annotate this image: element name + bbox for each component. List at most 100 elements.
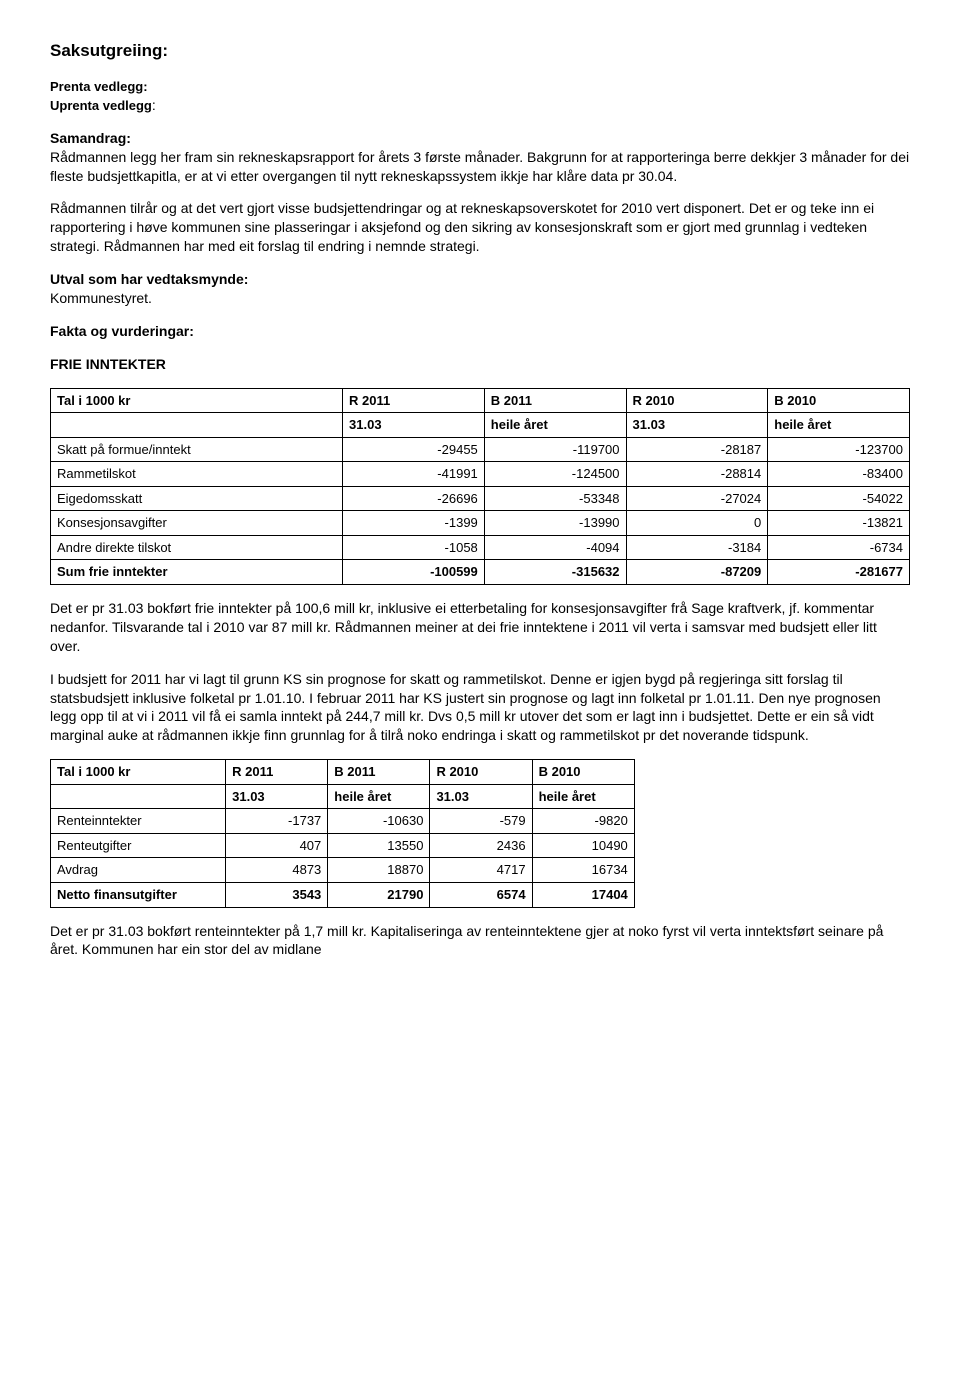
col-sub: [51, 784, 226, 809]
cell: -54022: [768, 486, 910, 511]
col-header: Tal i 1000 kr: [51, 760, 226, 785]
cell: -87209: [626, 560, 768, 585]
cell: -1737: [226, 809, 328, 834]
col-sub: 31.03: [430, 784, 532, 809]
cell: -4094: [484, 535, 626, 560]
table-row: Renteinntekter -1737 -10630 -579 -9820: [51, 809, 635, 834]
row-label: Renteutgifter: [51, 833, 226, 858]
cell: 3543: [226, 882, 328, 907]
cell: 13550: [328, 833, 430, 858]
paragraph-2: Rådmannen tilrår og at det vert gjort vi…: [50, 199, 910, 256]
paragraph-5: Det er pr 31.03 bokført renteinntekter p…: [50, 922, 910, 960]
table-subheader-row: 31.03 heile året 31.03 heile året: [51, 784, 635, 809]
col-sub: heile året: [328, 784, 430, 809]
cell: -124500: [484, 462, 626, 487]
row-label: Renteinntekter: [51, 809, 226, 834]
col-header: B 2011: [484, 388, 626, 413]
col-header: B 2010: [768, 388, 910, 413]
paragraph-1: Rådmannen legg her fram sin rekneskapsra…: [50, 149, 909, 184]
cell: 0: [626, 511, 768, 536]
cell: -119700: [484, 437, 626, 462]
col-header: R 2010: [626, 388, 768, 413]
cell: -26696: [343, 486, 485, 511]
col-header: R 2011: [343, 388, 485, 413]
utval-value: Kommunestyret.: [50, 290, 152, 306]
cell: -6734: [768, 535, 910, 560]
cell: -3184: [626, 535, 768, 560]
col-sub: 31.03: [343, 413, 485, 438]
cell: -28814: [626, 462, 768, 487]
cell: 4873: [226, 858, 328, 883]
row-label: Sum frie inntekter: [51, 560, 343, 585]
row-label: Skatt på formue/inntekt: [51, 437, 343, 462]
cell: -53348: [484, 486, 626, 511]
col-header: B 2010: [532, 760, 634, 785]
table-row: Renteutgifter 407 13550 2436 10490: [51, 833, 635, 858]
cell: -41991: [343, 462, 485, 487]
cell: 16734: [532, 858, 634, 883]
table-row: Rammetilskot -41991 -124500 -28814 -8340…: [51, 462, 910, 487]
row-label: Andre direkte tilskot: [51, 535, 343, 560]
cell: 18870: [328, 858, 430, 883]
row-label: Netto finansutgifter: [51, 882, 226, 907]
prenta-vedlegg-label: Prenta vedlegg:: [50, 79, 148, 94]
cell: -1058: [343, 535, 485, 560]
table-row: Avdrag 4873 18870 4717 16734: [51, 858, 635, 883]
cell: 4717: [430, 858, 532, 883]
cell: -28187: [626, 437, 768, 462]
cell: -13990: [484, 511, 626, 536]
cell: -579: [430, 809, 532, 834]
cell: 6574: [430, 882, 532, 907]
cell: 2436: [430, 833, 532, 858]
cell: -13821: [768, 511, 910, 536]
cell: 407: [226, 833, 328, 858]
table-header-row: Tal i 1000 kr R 2011 B 2011 R 2010 B 201…: [51, 388, 910, 413]
cell: -29455: [343, 437, 485, 462]
finansutgifter-table: Tal i 1000 kr R 2011 B 2011 R 2010 B 201…: [50, 759, 635, 907]
table-subheader-row: 31.03 heile året 31.03 heile året: [51, 413, 910, 438]
row-label: Konsesjonsavgifter: [51, 511, 343, 536]
col-sub: 31.03: [626, 413, 768, 438]
table-row: Eigedomsskatt -26696 -53348 -27024 -5402…: [51, 486, 910, 511]
col-sub: heile året: [768, 413, 910, 438]
col-header: R 2011: [226, 760, 328, 785]
cell: -27024: [626, 486, 768, 511]
cell: -100599: [343, 560, 485, 585]
cell: -315632: [484, 560, 626, 585]
table-row: Andre direkte tilskot -1058 -4094 -3184 …: [51, 535, 910, 560]
uprenta-vedlegg-label: Uprenta vedlegg: [50, 98, 152, 113]
cell: -281677: [768, 560, 910, 585]
cell: -10630: [328, 809, 430, 834]
cell: 21790: [328, 882, 430, 907]
cell: 17404: [532, 882, 634, 907]
col-sub: heile året: [484, 413, 626, 438]
table-sum-row: Sum frie inntekter -100599 -315632 -8720…: [51, 560, 910, 585]
cell: -123700: [768, 437, 910, 462]
table-header-row: Tal i 1000 kr R 2011 B 2011 R 2010 B 201…: [51, 760, 635, 785]
cell: 10490: [532, 833, 634, 858]
table-row: Skatt på formue/inntekt -29455 -119700 -…: [51, 437, 910, 462]
col-header: Tal i 1000 kr: [51, 388, 343, 413]
colon: :: [152, 97, 156, 113]
frie-inntekter-label: FRIE INNTEKTER: [50, 355, 910, 374]
page-heading: Saksutgreiing:: [50, 40, 910, 63]
frie-inntekter-table: Tal i 1000 kr R 2011 B 2011 R 2010 B 201…: [50, 388, 910, 585]
row-label: Rammetilskot: [51, 462, 343, 487]
col-sub: 31.03: [226, 784, 328, 809]
row-label: Eigedomsskatt: [51, 486, 343, 511]
utval-label: Utval som har vedtaksmynde:: [50, 271, 248, 287]
row-label: Avdrag: [51, 858, 226, 883]
col-sub: heile året: [532, 784, 634, 809]
paragraph-3: Det er pr 31.03 bokført frie inntekter p…: [50, 599, 910, 656]
col-sub: [51, 413, 343, 438]
cell: -83400: [768, 462, 910, 487]
fakta-label: Fakta og vurderingar:: [50, 322, 910, 341]
table-sum-row: Netto finansutgifter 3543 21790 6574 174…: [51, 882, 635, 907]
table-row: Konsesjonsavgifter -1399 -13990 0 -13821: [51, 511, 910, 536]
col-header: B 2011: [328, 760, 430, 785]
samandrag-label: Samandrag:: [50, 130, 131, 146]
cell: -9820: [532, 809, 634, 834]
col-header: R 2010: [430, 760, 532, 785]
cell: -1399: [343, 511, 485, 536]
paragraph-4: I budsjett for 2011 har vi lagt til grun…: [50, 670, 910, 746]
